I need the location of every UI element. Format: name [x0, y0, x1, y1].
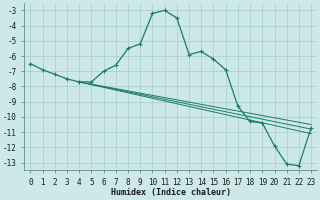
X-axis label: Humidex (Indice chaleur): Humidex (Indice chaleur): [111, 188, 231, 197]
